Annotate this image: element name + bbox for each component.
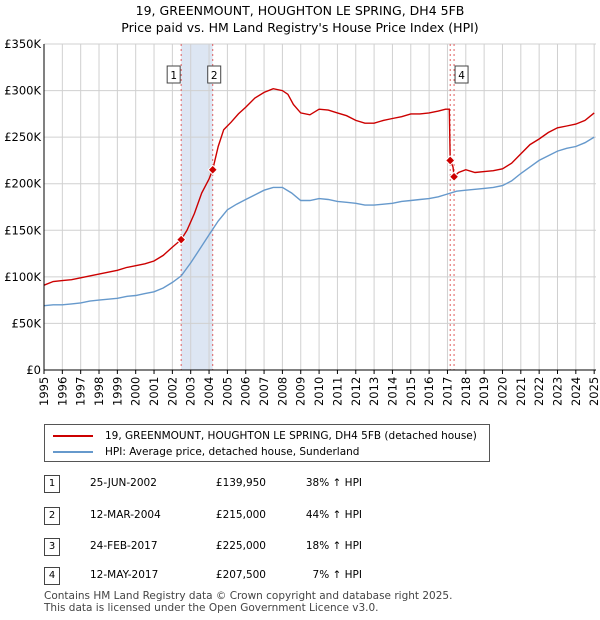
- x-tick-label: 2022: [532, 377, 546, 406]
- legend-swatch-property: [53, 435, 93, 437]
- x-tick-label: 1999: [110, 377, 124, 406]
- x-tick-label: 1997: [74, 377, 88, 406]
- sale-point-marker: [444, 155, 456, 166]
- x-tick-label: 2010: [312, 377, 326, 406]
- sale-point-marker: [448, 171, 460, 182]
- x-tick-label: 2005: [220, 377, 234, 406]
- x-tick-label: 2015: [404, 377, 418, 406]
- transaction-price: £215,000: [215, 509, 266, 521]
- x-tick-label: 2016: [422, 377, 436, 406]
- x-tick-label: 2004: [202, 377, 216, 406]
- x-tick-label: 2018: [459, 377, 473, 406]
- transaction-number-badge: 3: [44, 538, 60, 556]
- x-tick-label: 2017: [440, 377, 454, 406]
- x-tick-label: 2023: [550, 377, 564, 406]
- x-tick-label: 1998: [92, 377, 106, 406]
- sale-label-number: 1: [170, 70, 177, 82]
- y-tick-label: £100K: [4, 270, 41, 284]
- footer-line-copyright: Contains HM Land Registry data © Crown c…: [44, 590, 453, 602]
- sale-label-number: 4: [458, 70, 465, 82]
- series-line-property: [43, 87, 595, 286]
- y-tick-label: £0: [26, 363, 41, 377]
- plot-area: [44, 44, 596, 370]
- x-tick-label: 2000: [129, 377, 143, 406]
- transaction-date: 12-MAR-2004: [90, 509, 161, 521]
- x-tick-label: 2024: [569, 377, 583, 406]
- y-tick-label: £50K: [12, 316, 42, 330]
- x-tick-label: 2002: [165, 377, 179, 406]
- y-tick-label: £250K: [4, 130, 41, 144]
- transaction-hpi-change: 38% ↑ HPI: [305, 477, 362, 489]
- x-tick-label: 2014: [385, 377, 399, 406]
- transaction-date: 12-MAY-2017: [90, 569, 159, 581]
- series-line-hpi: [43, 136, 595, 307]
- chart-title: 19, GREENMOUNT, HOUGHTON LE SPRING, DH4 …: [135, 3, 465, 18]
- x-tick-label: 1996: [55, 377, 69, 406]
- sale-label-box: [166, 65, 181, 84]
- transaction-price: £225,000: [215, 540, 266, 552]
- footer-attribution: Contains HM Land Registry data © Crown c…: [44, 590, 452, 614]
- x-tick-label: 2013: [367, 377, 381, 406]
- sale-label-box: [207, 65, 222, 84]
- legend-swatch-hpi: [53, 451, 93, 453]
- legend-item-property: 19, GREENMOUNT, HOUGHTON LE SPRING, DH4 …: [53, 428, 477, 444]
- x-tick-label: 2007: [257, 377, 271, 406]
- x-tick-label: 2021: [514, 377, 528, 406]
- legend-label-property: 19, GREENMOUNT, HOUGHTON LE SPRING, DH4 …: [105, 430, 477, 442]
- x-tick-label: 2012: [349, 377, 363, 406]
- sale-label-box: [454, 65, 469, 84]
- x-tick-label: 2006: [239, 377, 253, 406]
- y-tick-label: £300K: [4, 84, 41, 98]
- x-tick-label: 2019: [477, 377, 491, 406]
- transaction-row: 4 12-MAY-2017 £207,500 7% ↑ HPI: [44, 567, 444, 587]
- x-tick-label: 1995: [37, 377, 51, 406]
- x-tick-label: 2008: [275, 377, 289, 406]
- line-chart: £0 £50K £100K £150K £200K £250K £300K £350K 1995…: [4, 37, 600, 406]
- sale-label-number: 2: [211, 70, 218, 82]
- chart-subtitle: Price paid vs. HM Land Registry's House …: [121, 20, 479, 35]
- x-tick-label: 2025: [587, 377, 600, 406]
- x-tick-label: 2001: [147, 377, 161, 406]
- transaction-number-badge: 2: [44, 507, 60, 525]
- legend-label-hpi: HPI: Average price, detached house, Sund…: [105, 446, 360, 458]
- transaction-price: £139,950: [215, 477, 266, 489]
- sale-point-marker: [207, 164, 218, 175]
- transaction-hpi-change: 18% ↑ HPI: [305, 540, 362, 552]
- x-tick-label: 2020: [495, 377, 509, 406]
- sale-point-marker: [175, 234, 187, 245]
- y-tick-label: £350K: [4, 37, 41, 51]
- y-tick-label: £150K: [4, 223, 41, 237]
- x-tick-label: 2003: [184, 377, 198, 406]
- footer-line-licence: This data is licensed under the Open Gov…: [44, 602, 379, 614]
- transaction-row: 2 12-MAR-2004 £215,000 44% ↑ HPI: [44, 507, 444, 527]
- transaction-date: 24-FEB-2017: [90, 540, 158, 552]
- chart-legend: 19, GREENMOUNT, HOUGHTON LE SPRING, DH4 …: [44, 424, 490, 462]
- transaction-number-badge: 4: [44, 567, 60, 585]
- transaction-number-badge: 1: [44, 475, 60, 493]
- y-tick-label: £200K: [4, 177, 41, 191]
- x-tick-label: 2011: [330, 377, 344, 406]
- transaction-date: 25-JUN-2002: [90, 477, 157, 489]
- x-tick-label: 2009: [294, 377, 308, 406]
- transaction-row: 1 25-JUN-2002 £139,950 38% ↑ HPI: [44, 475, 444, 495]
- transaction-hpi-change: 7% ↑ HPI: [312, 569, 362, 581]
- transaction-row: 3 24-FEB-2017 £225,000 18% ↑ HPI: [44, 538, 444, 558]
- transaction-price: £207,500: [215, 569, 266, 581]
- transaction-hpi-change: 44% ↑ HPI: [305, 509, 362, 521]
- legend-item-hpi: HPI: Average price, detached house, Sund…: [53, 444, 359, 460]
